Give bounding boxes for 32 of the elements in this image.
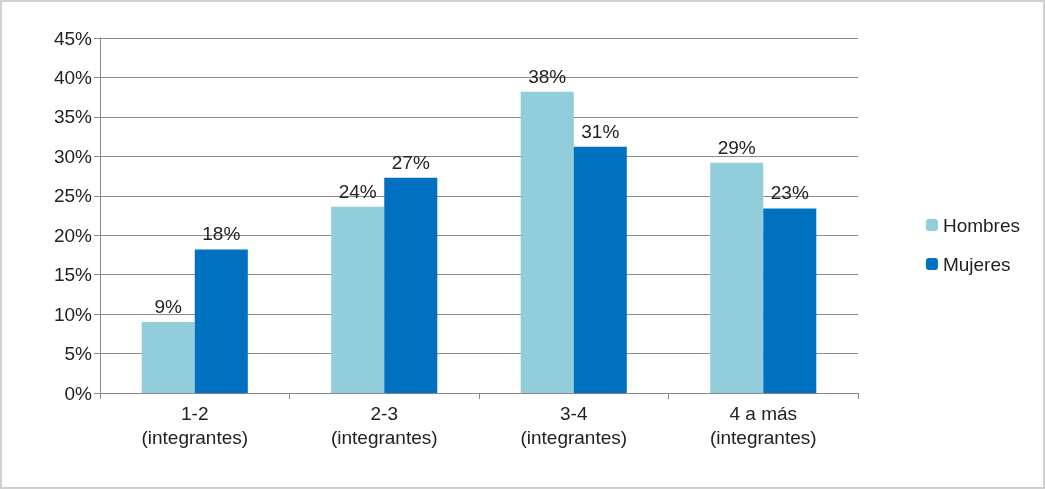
- data-label: 18%: [202, 223, 241, 245]
- y-tick-label: 10%: [53, 303, 93, 325]
- data-label: 29%: [717, 136, 756, 158]
- y-tick-label: 35%: [53, 106, 93, 128]
- data-label: 27%: [391, 151, 430, 173]
- bar: [710, 162, 764, 393]
- y-tick-label: 20%: [53, 224, 93, 246]
- y-tick-label: 15%: [53, 264, 93, 286]
- bar: [573, 146, 627, 393]
- data-label: 23%: [770, 182, 809, 204]
- x-tick-label: 3-4 (integrantes): [520, 402, 628, 448]
- x-tick-label: 2-3 (integrantes): [330, 402, 438, 448]
- legend-label: Mujeres: [942, 253, 1011, 275]
- data-label: 9%: [154, 296, 183, 317]
- x-tick-label: 4 a más (integrantes): [709, 402, 817, 448]
- bar: [194, 249, 248, 393]
- legend-label: Hombres: [942, 214, 1020, 236]
- x-tick-label: 1-2 (integrantes): [141, 402, 249, 448]
- y-tick-label: 45%: [53, 27, 93, 49]
- bar: [520, 91, 574, 393]
- bar: [331, 206, 385, 393]
- bar: [763, 208, 817, 393]
- bar: [141, 322, 195, 393]
- y-tick-label: 5%: [64, 343, 93, 365]
- y-tick-label: 25%: [53, 185, 93, 207]
- data-label: 24%: [338, 180, 377, 202]
- data-label: 31%: [581, 120, 620, 142]
- y-tick-label: 40%: [53, 66, 93, 88]
- y-tick-label: 30%: [53, 145, 93, 167]
- y-tick-label: 0%: [64, 382, 93, 404]
- data-label: 38%: [528, 65, 567, 87]
- bar: [384, 177, 438, 393]
